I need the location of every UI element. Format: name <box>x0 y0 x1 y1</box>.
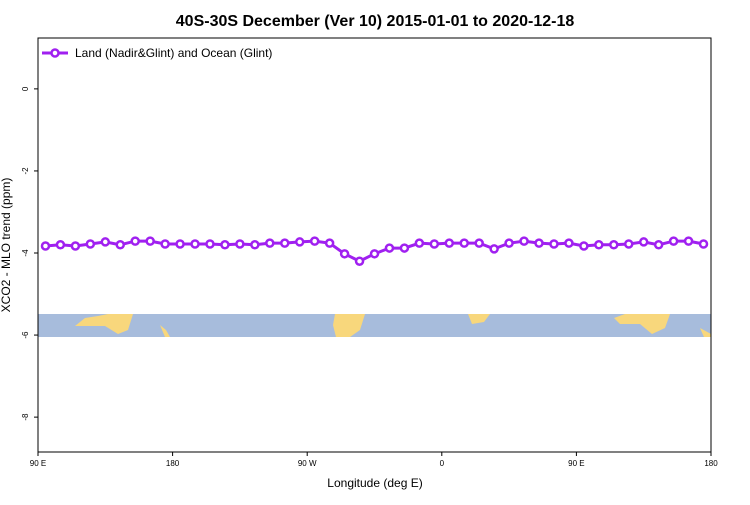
data-point <box>564 238 574 248</box>
data-point <box>579 241 589 251</box>
data-point <box>309 236 320 246</box>
plot-frame <box>37 37 712 453</box>
data-point <box>220 240 230 250</box>
data-point <box>429 239 440 249</box>
data-point <box>100 237 111 247</box>
x-tick-label: 90 W <box>298 459 317 468</box>
x-tick-label: 180 <box>166 459 180 468</box>
data-point <box>235 239 245 249</box>
data-point <box>175 239 185 249</box>
x-tick-label: 180 <box>704 459 718 468</box>
data-point <box>399 243 410 253</box>
x-tick-label: 90 E <box>568 459 584 468</box>
y-tick-label: 0 <box>21 86 30 91</box>
y-tick-label: -8 <box>21 413 30 421</box>
data-point <box>115 240 126 250</box>
data-point <box>534 238 544 248</box>
data-point <box>594 240 604 250</box>
data-point <box>683 236 694 246</box>
data-point <box>369 249 380 259</box>
data-point <box>638 237 649 247</box>
data-point <box>85 239 96 249</box>
data-point <box>205 239 215 249</box>
data-point <box>55 240 66 250</box>
y-tick-label: -6 <box>21 331 30 339</box>
legend-marker <box>50 48 60 58</box>
data-point <box>339 249 350 259</box>
data-point <box>265 238 275 248</box>
data-point <box>40 241 51 251</box>
y-tick-label: -4 <box>21 249 30 257</box>
x-tick-label: 0 <box>440 459 445 468</box>
data-point <box>324 238 335 248</box>
data-point <box>280 238 290 248</box>
data-point <box>294 237 305 247</box>
x-tick-label: 90 E <box>30 459 46 468</box>
data-point <box>444 238 455 248</box>
data-point <box>190 239 200 249</box>
data-point <box>653 240 664 250</box>
x-axis-label: Longitude (deg E) <box>327 476 422 490</box>
data-point <box>489 244 499 254</box>
data-point <box>698 239 709 249</box>
data-point <box>160 239 170 249</box>
map-strip <box>38 314 711 337</box>
data-point <box>623 239 634 249</box>
data-point <box>609 240 619 250</box>
data-point <box>504 238 514 248</box>
data-point <box>70 241 81 251</box>
data-point <box>145 236 155 246</box>
data-point <box>250 240 260 250</box>
data-point <box>549 239 559 249</box>
data-point <box>668 236 679 246</box>
data-point <box>384 243 395 253</box>
data-point <box>474 238 484 248</box>
legend-label: Land (Nadir&Glint) and Ocean (Glint) <box>75 46 272 60</box>
y-axis-label: XCO2 - MLO trend (ppm) <box>0 178 13 313</box>
data-point <box>414 238 425 248</box>
data-point <box>130 236 140 246</box>
chart-title: 40S-30S December (Ver 10) 2015-01-01 to … <box>176 13 575 30</box>
data-point <box>459 238 469 248</box>
y-tick-label: -2 <box>21 167 30 175</box>
data-point <box>519 236 529 246</box>
data-point <box>354 256 365 266</box>
